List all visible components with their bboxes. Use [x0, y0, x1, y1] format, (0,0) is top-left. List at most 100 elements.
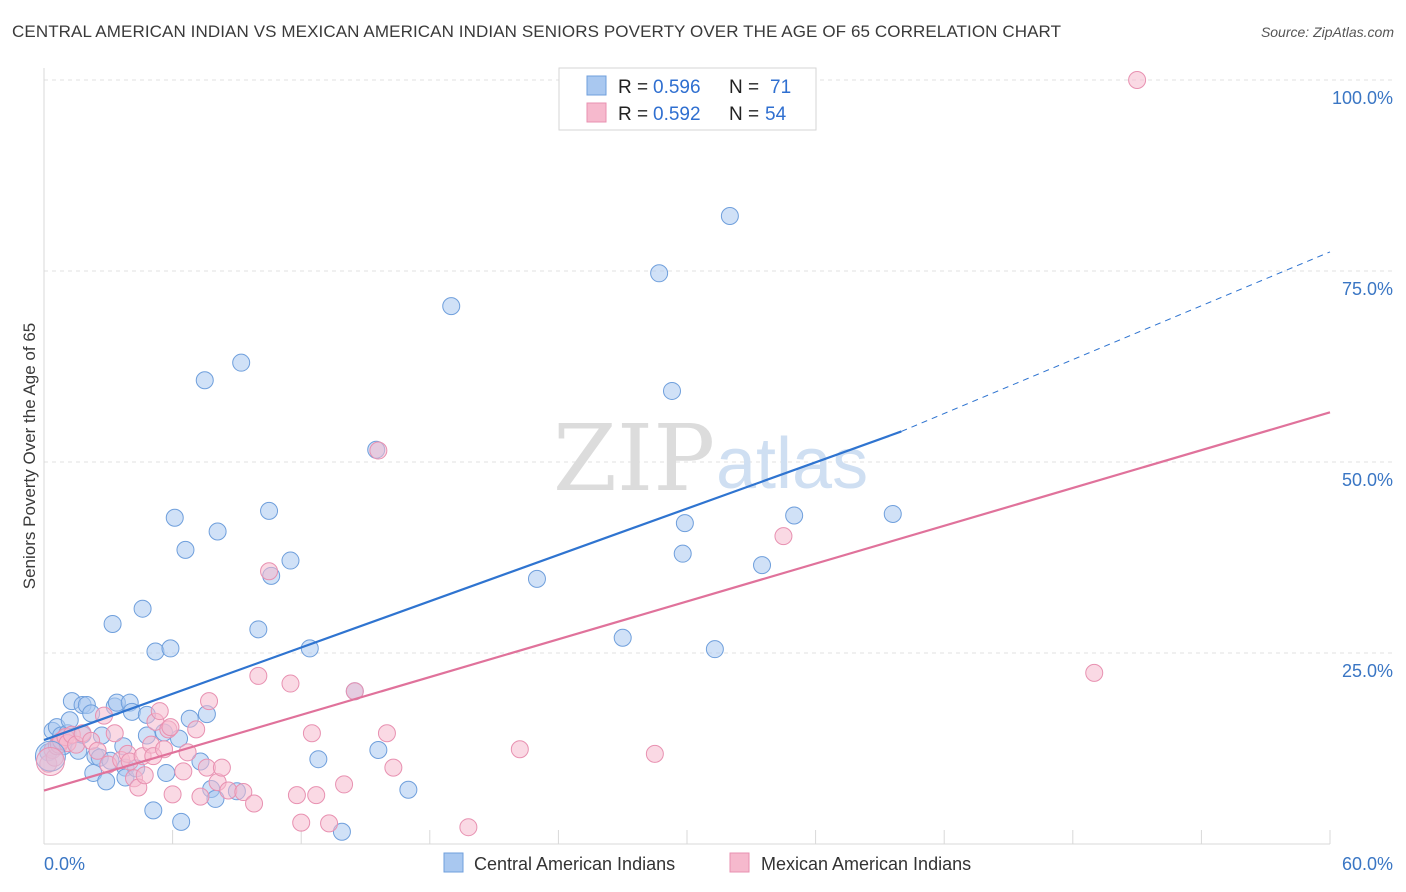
point-central-american [675, 514, 694, 533]
point-central-american [369, 741, 388, 760]
trend-line-central-american-extension [901, 251, 1331, 432]
point-mexican-american [307, 786, 326, 805]
point-mexican-american [369, 441, 388, 460]
legend-r-value-1: 0.596 [653, 77, 701, 98]
point-central-american [133, 599, 152, 618]
trend-line-mexican-american [43, 411, 1331, 792]
point-mexican-american [510, 740, 529, 759]
chart-source: Source: ZipAtlas.com [1260, 24, 1394, 40]
point-central-american [662, 381, 681, 400]
point-mexican-american [287, 786, 306, 805]
trend-line-central-american [43, 430, 902, 742]
bottom-legend-swatch-pink [729, 852, 750, 873]
point-mexican-american [174, 762, 193, 781]
point-central-american [195, 371, 214, 390]
point-mexican-american [219, 781, 238, 800]
point-mexican-american [320, 814, 339, 833]
point-cluster-mexican-american [35, 746, 65, 776]
point-central-american [232, 353, 251, 372]
point-mexican-american [1128, 71, 1147, 89]
point-mexican-american [1085, 663, 1104, 682]
y-tick-label: 25.0% [1342, 661, 1393, 681]
point-central-american [281, 551, 300, 570]
point-mexican-american [187, 720, 206, 739]
point-mexican-american [135, 766, 154, 785]
point-central-american [720, 206, 739, 225]
y-tick-label: 100.0% [1332, 88, 1393, 108]
point-central-american [883, 504, 902, 523]
point-mexican-american [335, 775, 354, 794]
legend-box: R = 0.596 N = 71 R = 0.592 N = 54 [558, 67, 817, 131]
point-mexican-american [200, 692, 219, 711]
point-central-american [260, 501, 279, 520]
point-central-american [753, 556, 772, 575]
point-mexican-american [163, 785, 182, 804]
x-tick-label-max: 60.0% [1342, 854, 1393, 874]
point-central-american [673, 544, 692, 563]
point-mexican-american [197, 758, 216, 777]
point-mexican-american [260, 562, 279, 581]
y-axis-title: Seniors Poverty Over the Age of 65 [20, 323, 39, 589]
bottom-legend-label-pink: Mexican American Indians [761, 854, 971, 874]
point-central-american [332, 822, 351, 841]
watermark-zip: ZIP [553, 405, 715, 512]
point-mexican-american [150, 702, 169, 721]
y-tick-label: 75.0% [1342, 279, 1393, 299]
legend-n-value-2: 54 [765, 104, 787, 125]
point-central-american [103, 614, 122, 633]
point-mexican-american [281, 674, 300, 693]
point-mexican-american [191, 787, 210, 806]
point-mexican-american [377, 724, 396, 743]
y-tick-label: 50.0% [1342, 470, 1393, 490]
point-central-american [161, 639, 180, 658]
point-central-american [650, 264, 669, 283]
x-tick-label-min: 0.0% [44, 854, 85, 874]
point-mexican-american [234, 783, 253, 802]
bottom-legend-swatch-blue [443, 852, 464, 873]
point-cluster-central-american [34, 740, 66, 772]
point-mexican-american [292, 813, 311, 832]
point-mexican-american [161, 718, 180, 737]
point-mexican-american [774, 527, 793, 546]
point-central-american [705, 640, 724, 659]
point-central-american [613, 628, 632, 647]
point-central-american [527, 569, 546, 588]
legend-swatch-pink [586, 102, 607, 123]
point-mexican-american [212, 758, 231, 777]
point-mexican-american [88, 741, 107, 760]
point-central-american [172, 812, 191, 831]
point-central-american [785, 506, 804, 525]
legend-r-value-2: 0.592 [653, 104, 701, 125]
point-mexican-american [459, 818, 478, 837]
point-central-american [97, 772, 116, 791]
point-mexican-american [105, 724, 124, 743]
watermark-atlas: atlas [716, 424, 868, 504]
legend-r-label-1: R = [618, 77, 648, 98]
data-points [34, 71, 1147, 841]
point-central-american [249, 620, 268, 639]
x-axis-ticks [172, 830, 1331, 844]
point-central-american [176, 540, 195, 559]
point-mexican-american [645, 744, 664, 763]
point-mexican-american [384, 758, 403, 777]
point-mexican-american [249, 666, 268, 685]
legend-n-label-1: N = [729, 77, 759, 98]
point-central-american [165, 508, 184, 527]
point-central-american [309, 750, 328, 769]
point-central-american [442, 297, 461, 316]
chart-title: CENTRAL AMERICAN INDIAN VS MEXICAN AMERI… [12, 22, 1062, 41]
bottom-legend: Central American Indians Mexican America… [443, 852, 971, 874]
point-mexican-american [302, 724, 321, 743]
legend-n-value-1: 71 [770, 77, 791, 98]
legend-n-label-2: N = [729, 104, 759, 125]
legend-r-label-2: R = [618, 104, 648, 125]
point-central-american [144, 801, 163, 820]
point-central-american [157, 763, 176, 782]
point-mexican-american [245, 794, 264, 813]
trend-lines [43, 251, 1331, 792]
watermark: ZIP atlas [553, 405, 868, 512]
y-axis-tick-labels: 25.0% 50.0% 75.0% 100.0% [1332, 88, 1393, 681]
point-central-american [208, 522, 227, 541]
point-central-american [146, 642, 165, 661]
